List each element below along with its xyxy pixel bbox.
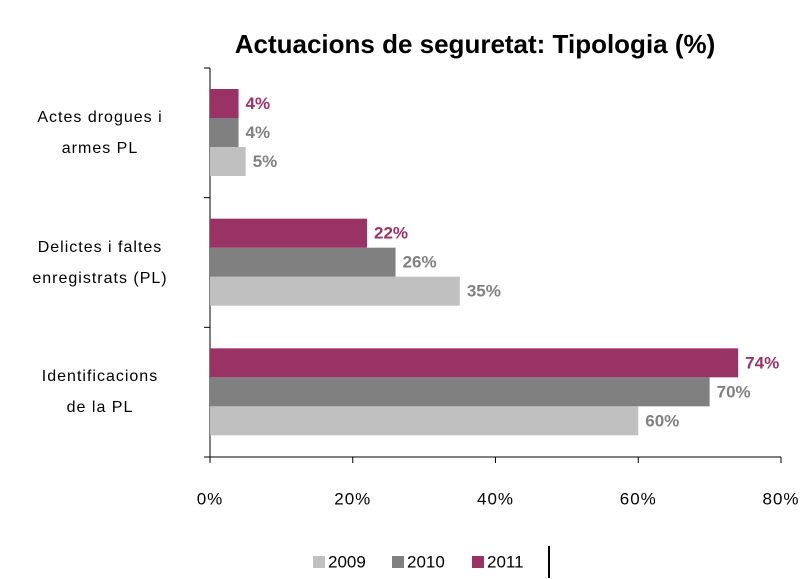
x-tick-label: 60%	[620, 489, 657, 508]
value-label: 22%	[374, 224, 408, 243]
category-label: Identificacions de la PL	[41, 368, 159, 417]
value-label: 4%	[246, 94, 271, 113]
value-label: 5%	[253, 152, 278, 171]
x-tick-label: 80%	[762, 489, 799, 508]
value-label: 4%	[246, 123, 271, 142]
value-label: 60%	[645, 411, 679, 430]
legend-label: 2009	[328, 552, 366, 571]
value-label: 26%	[403, 253, 437, 272]
bar	[210, 348, 739, 378]
bar	[210, 89, 239, 118]
legend-swatch	[313, 556, 325, 568]
bar	[210, 247, 396, 277]
x-tick-label: 20%	[334, 489, 371, 508]
x-tick-label: 40%	[477, 489, 514, 508]
bar	[210, 147, 246, 176]
chart-title: Actuacions de seguretat: Tipologia (%)	[235, 29, 716, 59]
bar	[210, 406, 639, 436]
legend-swatch	[472, 556, 484, 568]
category-label: Delictes i faltes enregistrats (PL)	[32, 238, 168, 287]
bar	[210, 377, 710, 407]
bar	[210, 276, 460, 306]
legend-swatch	[392, 556, 404, 568]
value-label: 70%	[717, 382, 751, 401]
legend-label: 2011	[487, 552, 524, 571]
legend-label: 2010	[407, 552, 445, 571]
category-label: Actes drogues i armes PL	[37, 108, 163, 157]
value-label: 35%	[467, 282, 501, 301]
value-label: 74%	[745, 353, 779, 372]
bar	[210, 218, 368, 248]
x-tick-label: 0%	[197, 489, 224, 508]
bar	[210, 118, 239, 147]
